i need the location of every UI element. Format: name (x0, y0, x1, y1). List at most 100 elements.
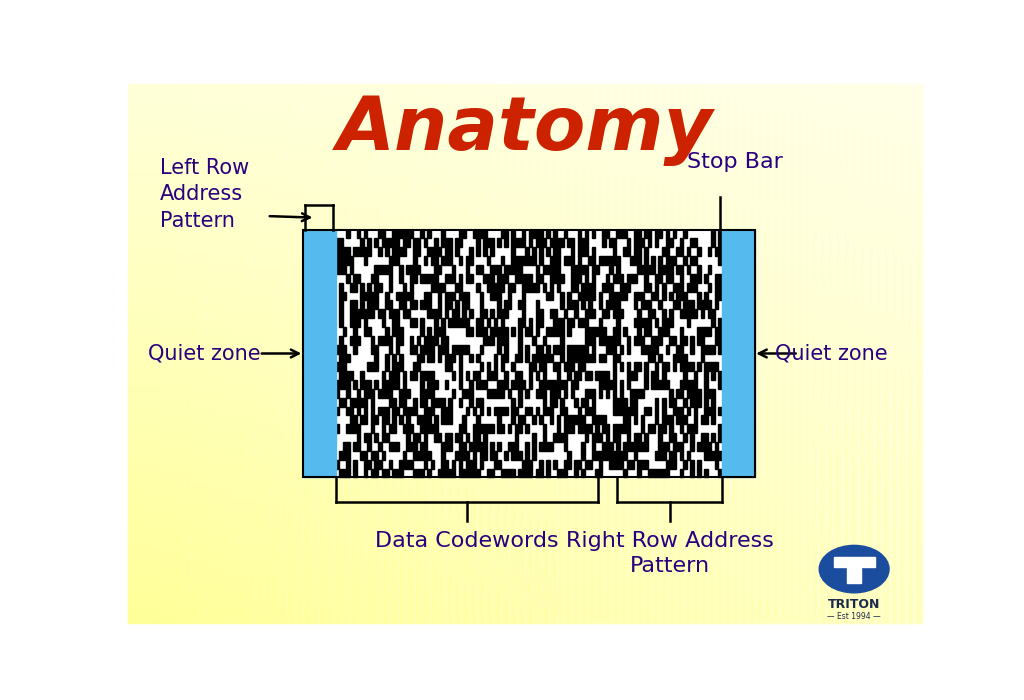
Bar (128, 537, 922, 542)
Bar (385, 300, 388, 309)
Bar (666, 344, 669, 354)
Bar (483, 247, 486, 256)
Bar (441, 318, 444, 327)
Bar (602, 354, 606, 363)
Bar (431, 274, 434, 283)
Text: Quiet zone: Quiet zone (775, 344, 888, 363)
Bar (437, 300, 441, 309)
Bar (778, 84, 786, 623)
Bar (606, 336, 609, 344)
Bar (570, 265, 574, 274)
Bar (574, 265, 578, 274)
Bar (546, 291, 550, 300)
Bar (452, 274, 455, 283)
Bar (462, 300, 466, 309)
Bar (693, 274, 697, 283)
Bar (683, 380, 686, 389)
Bar (358, 84, 367, 623)
Bar (342, 84, 350, 623)
Bar (613, 300, 616, 309)
Bar (455, 451, 459, 460)
Bar (417, 416, 420, 424)
Bar (476, 442, 479, 451)
Bar (715, 460, 718, 468)
Bar (407, 291, 410, 300)
Bar (501, 327, 504, 336)
Bar (676, 247, 680, 256)
Bar (424, 344, 427, 354)
Bar (536, 309, 540, 318)
Bar (613, 407, 616, 416)
Bar (553, 309, 557, 318)
Bar (357, 336, 360, 344)
Bar (543, 442, 546, 451)
Bar (350, 265, 353, 274)
Bar (662, 407, 666, 416)
Bar (375, 239, 378, 247)
Bar (420, 380, 424, 389)
Bar (609, 380, 613, 389)
Bar (128, 521, 922, 526)
Bar (550, 354, 553, 363)
Bar (680, 327, 683, 336)
Bar (662, 416, 666, 424)
Bar (375, 451, 378, 460)
Bar (763, 84, 771, 623)
Bar (375, 468, 378, 477)
Bar (476, 433, 479, 442)
Bar (648, 265, 651, 274)
Bar (662, 398, 666, 407)
Bar (582, 398, 585, 407)
Bar (680, 336, 683, 344)
Bar (339, 309, 343, 318)
Bar (560, 344, 564, 354)
Bar (402, 371, 407, 380)
Bar (627, 344, 631, 354)
Bar (518, 354, 522, 363)
Bar (641, 265, 644, 274)
Bar (343, 256, 346, 265)
Bar (589, 283, 592, 291)
Bar (718, 407, 722, 416)
Bar (676, 442, 680, 451)
Bar (128, 617, 922, 623)
Bar (543, 371, 546, 380)
Bar (469, 354, 473, 363)
Bar (592, 256, 595, 265)
Bar (683, 398, 686, 407)
Bar (690, 460, 693, 468)
Bar (339, 336, 343, 344)
Bar (518, 239, 522, 247)
Bar (498, 327, 501, 336)
Bar (683, 363, 686, 371)
Bar (715, 300, 718, 309)
Bar (494, 291, 498, 300)
Bar (469, 256, 473, 265)
Bar (546, 265, 550, 274)
Bar (546, 247, 550, 256)
Bar (469, 398, 473, 407)
Bar (686, 309, 690, 318)
Bar (655, 291, 658, 300)
Bar (476, 283, 479, 291)
Bar (378, 309, 382, 318)
Bar (599, 327, 602, 336)
Bar (378, 265, 382, 274)
Bar (420, 424, 424, 433)
Bar (680, 416, 683, 424)
Bar (708, 247, 711, 256)
Bar (128, 186, 922, 192)
Bar (599, 371, 602, 380)
Bar (378, 247, 382, 256)
Bar (570, 283, 574, 291)
Bar (624, 230, 627, 239)
Bar (532, 442, 536, 451)
Bar (528, 318, 532, 327)
Bar (515, 451, 518, 460)
Bar (128, 542, 922, 547)
Bar (613, 247, 616, 256)
Bar (501, 309, 504, 318)
Bar (655, 468, 658, 477)
Bar (564, 309, 567, 318)
Bar (128, 116, 922, 122)
